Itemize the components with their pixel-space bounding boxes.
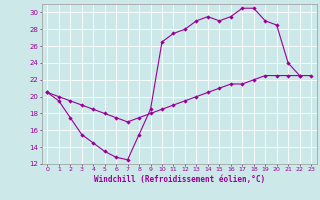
X-axis label: Windchill (Refroidissement éolien,°C): Windchill (Refroidissement éolien,°C) (94, 175, 265, 184)
